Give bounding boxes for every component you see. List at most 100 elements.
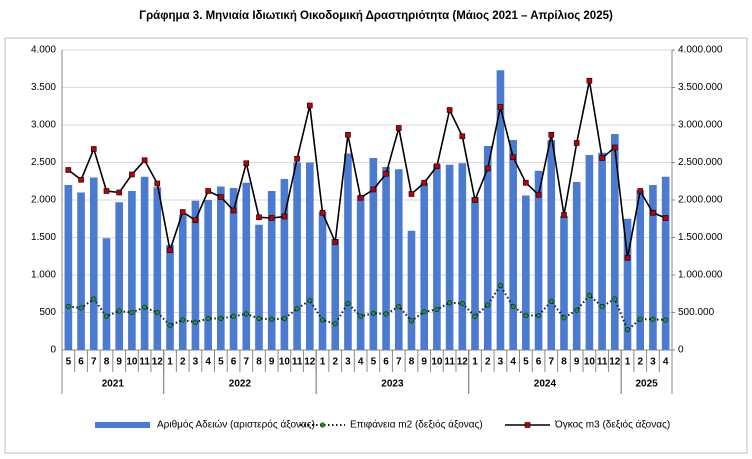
marker — [637, 316, 643, 322]
bar — [102, 238, 111, 350]
marker — [307, 297, 313, 304]
marker — [142, 304, 148, 310]
marker — [294, 306, 300, 312]
marker — [434, 306, 440, 313]
marker — [192, 217, 199, 224]
marker — [548, 298, 554, 304]
x-tick-label: 8 — [104, 357, 110, 368]
marker — [218, 315, 224, 322]
bar — [242, 182, 251, 350]
y-tick-label: 0 — [50, 345, 56, 356]
bar — [280, 179, 289, 350]
bar — [382, 167, 390, 350]
x-tick-label: 9 — [269, 357, 275, 368]
x-tick-label: 4 — [663, 357, 669, 368]
bar — [433, 164, 441, 350]
x-tick-label: 11 — [597, 357, 608, 368]
bar — [496, 70, 505, 350]
marker — [650, 209, 656, 216]
marker — [332, 321, 338, 327]
y-tick-label: 3.000 — [31, 120, 56, 131]
marker — [319, 317, 326, 323]
marker — [103, 313, 110, 319]
x-tick-label: 5 — [218, 357, 224, 368]
y2-tick-label: 3.500.000 — [678, 82, 723, 93]
marker — [358, 313, 364, 319]
x-tick-label: 7 — [91, 357, 97, 368]
bar — [344, 153, 352, 350]
x-tick-label: 8 — [256, 357, 262, 368]
x-tick-label: 10 — [584, 357, 596, 368]
y2-tick-label: 0 — [678, 345, 684, 356]
marker — [103, 188, 110, 194]
legend-label: Επιφάνεια m2 (δεξιός άξονας) — [350, 419, 483, 431]
x-tick-label: 6 — [78, 357, 84, 368]
marker — [573, 140, 580, 146]
bar — [483, 146, 492, 350]
bar — [217, 186, 225, 350]
bar — [623, 218, 632, 350]
x-tick-label: 11 — [139, 357, 150, 368]
marker — [535, 191, 542, 198]
marker — [370, 310, 376, 316]
marker — [167, 322, 173, 328]
marker — [230, 207, 237, 214]
marker — [586, 292, 592, 298]
bar — [331, 239, 340, 350]
marker — [408, 318, 415, 324]
marker — [345, 131, 351, 138]
group-label: 2023 — [381, 379, 404, 390]
bar — [64, 185, 73, 350]
marker — [307, 102, 313, 109]
marker — [421, 309, 427, 315]
marker — [662, 215, 669, 221]
x-tick-label: 10 — [126, 357, 138, 368]
marker — [332, 239, 339, 245]
marker — [485, 302, 491, 308]
marker — [129, 309, 135, 316]
x-tick-label: 4 — [358, 357, 364, 368]
bar — [267, 191, 276, 350]
y-tick-label: 3.500 — [31, 82, 56, 93]
legend-marker — [524, 422, 531, 428]
marker — [268, 215, 275, 221]
bar — [115, 202, 123, 350]
marker — [116, 189, 122, 196]
legend-marker — [319, 422, 326, 428]
x-tick-label: 7 — [548, 357, 554, 368]
x-tick-label: 9 — [574, 357, 580, 368]
bar — [356, 195, 365, 350]
legend-swatch — [95, 422, 150, 428]
bar — [229, 188, 238, 350]
y2-tick-label: 500.000 — [678, 307, 715, 318]
group-label: 2024 — [534, 379, 557, 390]
marker — [523, 179, 529, 186]
marker — [345, 300, 351, 307]
marker — [599, 155, 605, 161]
x-tick-label: 8 — [561, 357, 567, 368]
x-tick-label: 9 — [116, 357, 122, 368]
y2-tick-label: 4.000.000 — [678, 45, 723, 56]
marker — [612, 296, 618, 302]
legend-label: Όγκος m3 (δεξιός άξονας) — [554, 419, 670, 431]
x-tick-label: 12 — [152, 357, 164, 368]
marker — [294, 155, 300, 162]
x-tick-label: 7 — [396, 357, 402, 368]
marker — [256, 214, 262, 221]
marker — [154, 180, 161, 187]
bar — [306, 162, 314, 350]
marker — [65, 303, 71, 310]
x-tick-label: 3 — [345, 357, 351, 368]
marker — [396, 303, 402, 310]
marker — [179, 209, 186, 215]
x-tick-label: 1 — [320, 357, 326, 368]
y2-tick-label: 2.000.000 — [678, 195, 723, 206]
marker — [637, 188, 644, 194]
marker — [408, 191, 415, 197]
marker — [446, 107, 453, 113]
x-tick-label: 4 — [510, 357, 516, 368]
bar — [636, 190, 645, 350]
marker — [624, 327, 631, 333]
x-tick-label: 1 — [472, 357, 478, 368]
